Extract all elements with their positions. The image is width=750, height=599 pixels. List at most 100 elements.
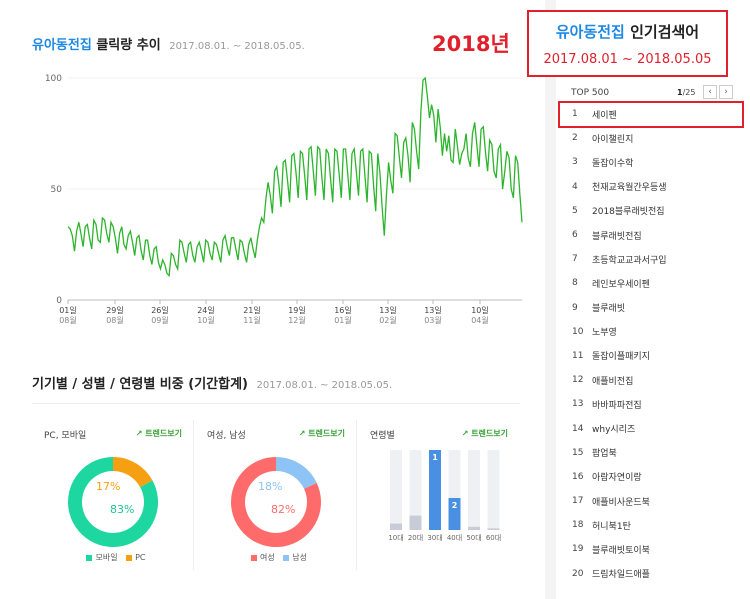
keyword-rank-item[interactable]: 14 why시리즈 [560, 416, 744, 440]
keyword-rank-item[interactable]: 13 바바파파전집 [560, 392, 744, 416]
section-divider [32, 403, 520, 404]
rank-number: 6 [572, 230, 578, 241]
keyword-label: 아이챌린지 [592, 134, 634, 145]
x-tick-day: 10일 [471, 306, 489, 315]
keyword-label: 돌잡이수학 [592, 158, 634, 169]
age-bar [429, 450, 441, 530]
keyword-rank-item[interactable]: 5 2018블루래빗전집 [560, 199, 744, 223]
donut-slice [275, 457, 317, 490]
trend-link-label: 트렌드보기 [308, 429, 345, 438]
age-category-label: 30대 [427, 534, 442, 542]
page-current: 1 [677, 88, 683, 97]
keyword-label: 드림차일드애플 [592, 570, 650, 581]
keyword-rank-item[interactable]: 19 블루래빗토이북 [560, 537, 744, 561]
trend-link-label: 트렌드보기 [471, 429, 508, 438]
rank-number: 18 [572, 520, 584, 531]
keyword-rank-list: 1 세이펜 2 아이챌린지 3 돌잡이수학 4 천재교육월간우등생 5 2018블루래빗전집 6 블루… [560, 102, 744, 586]
demo-period: 2017.08.01. ~ 2018.05.05. [256, 380, 393, 391]
rank-number: 7 [572, 254, 578, 265]
age-category-label: 60대 [486, 534, 501, 542]
sidebar-panel [556, 0, 750, 599]
x-tick-day: 21일 [243, 306, 261, 315]
x-tick-month: 03월 [424, 315, 442, 325]
keyword-label: 팝업북 [592, 449, 617, 460]
pc-pct: 17% [96, 480, 121, 493]
age-bar [468, 526, 480, 530]
age-label: 연령별 [370, 431, 395, 441]
device-legend: 모바일 PC [32, 552, 194, 563]
keyword-rank-item[interactable]: 20 드림차일드애플 [560, 562, 744, 586]
x-tick-month: 02월 [379, 315, 397, 325]
popular-keywords-title: 유아동전집 인기검색어 [529, 21, 726, 42]
next-page-button[interactable]: › [719, 85, 733, 99]
mobile-pct: 83% [110, 503, 135, 516]
age-trend-link[interactable]: ↗ 트렌드보기 [462, 428, 508, 439]
y-tick-label: 50 [51, 185, 63, 195]
donut-slice [231, 457, 321, 547]
keyword-label: 2018블루래빗전집 [592, 207, 665, 218]
keyword-rank-item[interactable]: 17 애플비사운드북 [560, 489, 744, 513]
gender-label: 여성, 남성 [207, 431, 246, 441]
age-category-label: 10대 [388, 534, 403, 542]
x-tick-day: 24일 [197, 306, 215, 315]
x-tick-month: 08월 [106, 315, 124, 325]
legend-swatch [86, 554, 93, 561]
age-bar [487, 528, 500, 530]
rank-number: 9 [572, 302, 578, 313]
age-bar [390, 523, 402, 530]
keyword-label: 돌잡이플패키지 [592, 352, 650, 363]
keyword-rank-item[interactable]: 10 노부영 [560, 320, 744, 344]
top-label: TOP 500 [571, 88, 610, 98]
donut-slice [68, 457, 158, 547]
chart-title-brand: 유아동전집 [32, 38, 92, 53]
keyword-label: 애플비전집 [592, 376, 634, 387]
bar-background [487, 450, 500, 530]
rank-number: 3 [572, 157, 578, 168]
keyword-rank-item[interactable]: 8 레인보우세이펜 [560, 271, 744, 295]
popular-keywords-title-rest: 인기검색어 [630, 23, 700, 41]
keyword-rank-item[interactable]: 7 초등학교교과서구입 [560, 247, 744, 271]
gender-trend-link[interactable]: ↗ 트렌드보기 [299, 428, 345, 439]
keyword-label: 블루래빗전집 [592, 231, 642, 242]
bar-background [409, 450, 422, 530]
rank-number: 16 [572, 471, 584, 482]
keyword-label: 세이펜 [592, 110, 617, 121]
keyword-rank-item[interactable]: 15 팝업북 [560, 441, 744, 465]
x-tick-month: 01월 [334, 315, 352, 325]
x-tick-day: 26일 [151, 306, 169, 315]
legend-pc: PC [135, 553, 146, 562]
bar-background [468, 450, 480, 530]
keyword-rank-item[interactable]: 4 천재교육월간우등생 [560, 175, 744, 199]
page-total: /25 [682, 88, 696, 97]
trend-icon: ↗ [298, 429, 309, 438]
rank-number: 1 [572, 109, 578, 120]
trend-icon: ↗ [461, 429, 472, 438]
click-trend-chart: 10050001일08월29일08월26일09월24일10월21일11월19일1… [45, 74, 523, 325]
keyword-rank-item[interactable]: 12 애플비전집 [560, 368, 744, 392]
keyword-rank-item[interactable]: 16 아람자연이랑 [560, 465, 744, 489]
rank-number: 12 [572, 375, 584, 386]
keyword-rank-item[interactable]: 2 아이챌린지 [560, 126, 744, 150]
age-bar [409, 515, 422, 530]
legend-male: 남성 [292, 553, 307, 562]
x-tick-month: 08월 [59, 315, 77, 325]
keyword-rank-item[interactable]: 6 블루래빗전집 [560, 223, 744, 247]
series-line [67, 76, 523, 278]
legend-swatch [250, 554, 257, 561]
keyword-rank-item[interactable]: 3 돌잡이수학 [560, 150, 744, 174]
bar-rank-label: 1 [432, 453, 438, 462]
x-tick-month: 11월 [243, 315, 261, 325]
age-bar-chart: 10대 20대 1 30대 2 40대 50대 60대 [388, 450, 501, 542]
keyword-label: 노부영 [592, 328, 617, 339]
device-trend-link[interactable]: ↗ 트렌드보기 [136, 428, 182, 439]
popular-keywords-period: 2017.08.01 ~ 2018.05.05 [543, 52, 712, 67]
keyword-rank-item[interactable]: 11 돌잡이플패키지 [560, 344, 744, 368]
keyword-rank-item[interactable]: 1 세이펜 [560, 102, 744, 126]
rank-number: 19 [572, 544, 584, 555]
prev-page-button[interactable]: ‹ [703, 85, 717, 99]
rank-1-highlight [558, 101, 744, 128]
donut-slice [112, 457, 153, 488]
x-tick-day: 13일 [379, 306, 397, 315]
keyword-rank-item[interactable]: 18 허니북1탄 [560, 513, 744, 537]
keyword-rank-item[interactable]: 9 블루래빗 [560, 296, 744, 320]
